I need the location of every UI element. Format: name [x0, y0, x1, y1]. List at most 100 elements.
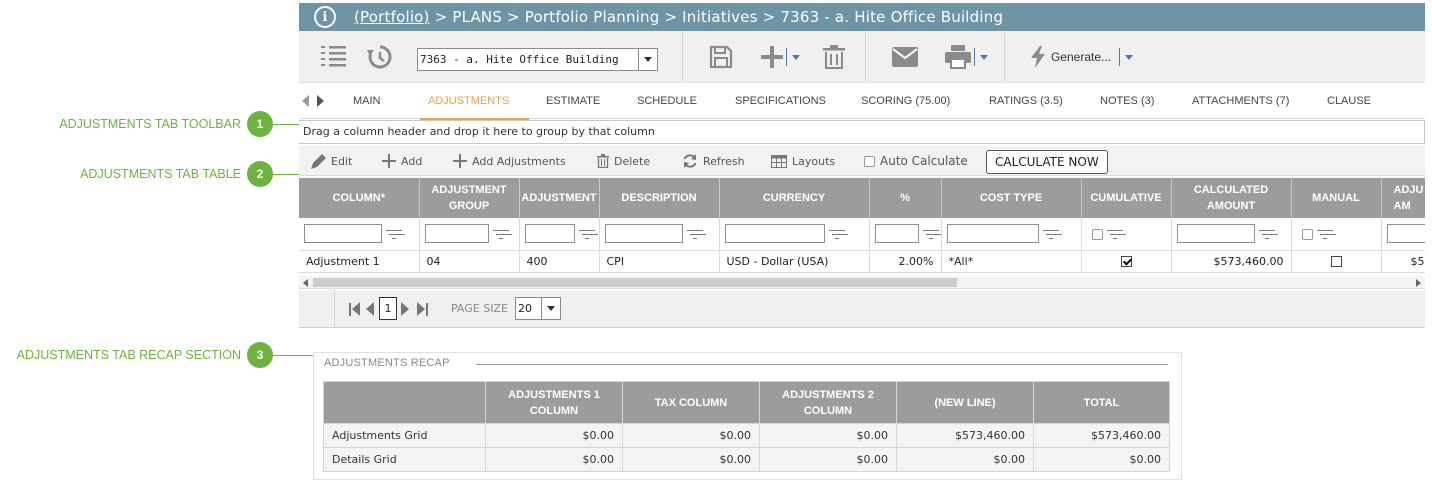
generate-button[interactable]: Generate...	[1029, 41, 1135, 73]
callout-leader-line	[273, 124, 303, 125]
filter-icon[interactable]	[578, 228, 595, 240]
column-header-currency[interactable]: CURRENCY	[719, 178, 870, 218]
filter-icon[interactable]	[828, 228, 845, 240]
recap-header-total: TOTAL	[1033, 381, 1170, 424]
chevron-right-icon[interactable]	[317, 95, 324, 107]
add-adjustments-label: Add Adjustments	[472, 154, 566, 168]
first-page-icon[interactable]	[349, 302, 360, 316]
email-icon[interactable]	[889, 41, 921, 73]
filter-checkbox[interactable]	[1301, 228, 1313, 240]
breadcrumb-portfolio-link[interactable]: (Portfolio)	[354, 8, 430, 26]
cell-adjustment[interactable]: 400	[519, 250, 600, 273]
filter-input[interactable]	[946, 224, 1039, 244]
scroll-right-icon[interactable]	[1416, 279, 1421, 287]
add-button[interactable]: Add	[382, 146, 422, 176]
add-icon[interactable]	[755, 41, 805, 73]
cell-percent[interactable]: 2.00%	[869, 250, 942, 273]
delete-button[interactable]: Delete	[597, 146, 650, 176]
breadcrumb-path: > PLANS > Portfolio Planning > Initiativ…	[429, 8, 1004, 26]
filter-icon[interactable]	[386, 228, 402, 240]
next-page-icon[interactable]	[401, 302, 409, 316]
cell-cost-type[interactable]: *All*	[941, 250, 1082, 273]
filter-input[interactable]	[1176, 224, 1255, 244]
group-by-drop-zone[interactable]: Drag a column header and drop it here to…	[299, 120, 1425, 144]
column-header-adjustment[interactable]: ADJUSTMENT	[519, 178, 600, 218]
filter-checkbox[interactable]	[1091, 228, 1103, 240]
cell-adjustment-group[interactable]: 04	[419, 250, 520, 273]
column-header-adjusted-amount[interactable]: ADJU AM	[1381, 178, 1425, 218]
cumulative-checkbox[interactable]	[1120, 256, 1132, 267]
current-page-input[interactable]: 1	[379, 297, 397, 320]
cell-calculated-amount[interactable]: $573,460.00	[1171, 250, 1292, 273]
tab-attachments[interactable]: ATTACHMENTS (7)	[1192, 95, 1290, 107]
print-icon[interactable]	[941, 41, 991, 73]
tab-notes[interactable]: NOTES (3)	[1100, 95, 1155, 107]
tab-scoring[interactable]: SCORING (75.00)	[861, 95, 951, 107]
filter-input[interactable]	[724, 224, 825, 244]
filter-icon[interactable]	[492, 228, 509, 240]
cell-currency[interactable]: USD - Dollar (USA)	[719, 250, 870, 273]
filter-icon[interactable]	[1316, 228, 1333, 240]
chevron-down-icon[interactable]	[638, 49, 657, 70]
filter-input[interactable]	[304, 224, 382, 244]
manual-checkbox[interactable]	[1330, 256, 1342, 267]
column-header-cost-type[interactable]: COST TYPE	[941, 178, 1082, 218]
callout-number: 1	[247, 111, 273, 137]
column-header-cumulative[interactable]: CUMULATIVE	[1081, 178, 1172, 218]
page-size-label: PAGE SIZE	[451, 302, 508, 315]
filter-input[interactable]	[524, 224, 575, 244]
breadcrumb: (Portfolio) > PLANS > Portfolio Planning…	[354, 8, 1003, 26]
filter-icon[interactable]	[1042, 228, 1059, 240]
delete-icon[interactable]	[819, 41, 849, 73]
tab-adjustments[interactable]: ADJUSTMENTS	[419, 84, 530, 120]
refresh-button[interactable]: Refresh	[682, 146, 745, 176]
filter-icon[interactable]	[1258, 228, 1275, 240]
chevron-down-icon[interactable]	[541, 298, 560, 319]
tab-schedule[interactable]: SCHEDULE	[637, 95, 697, 107]
filter-icon[interactable]	[922, 228, 939, 240]
grid-pager: 1 PAGE SIZE 20	[299, 290, 1425, 328]
cell-column[interactable]: Adjustment 1	[299, 250, 420, 273]
edit-button[interactable]: Edit	[311, 146, 352, 176]
checkbox-icon[interactable]	[864, 155, 875, 167]
calculate-now-button[interactable]: CALCULATE NOW	[986, 150, 1108, 174]
column-header-column[interactable]: COLUMN*	[299, 178, 420, 218]
filter-input[interactable]	[424, 224, 489, 244]
filter-input[interactable]	[874, 224, 919, 244]
last-page-icon[interactable]	[417, 302, 428, 316]
tab-estimate[interactable]: ESTIMATE	[546, 95, 601, 107]
history-icon[interactable]	[365, 41, 395, 73]
column-header-percent[interactable]: %	[869, 178, 942, 218]
chevron-left-icon[interactable]	[302, 95, 309, 107]
column-header-adjustment-group[interactable]: ADJUSTMENT GROUP	[419, 178, 520, 218]
column-header-description[interactable]: DESCRIPTION	[599, 178, 720, 218]
cell-adjusted-amount[interactable]: $5	[1381, 250, 1425, 273]
column-header-manual[interactable]: MANUAL	[1291, 178, 1382, 218]
filter-input[interactable]	[1386, 224, 1424, 244]
auto-calculate-label: Auto Calculate	[880, 154, 968, 168]
info-icon[interactable]: i	[314, 6, 336, 28]
table-row[interactable]: Adjustment 1 04 400 CPI USD - Dollar (US…	[299, 250, 1425, 273]
add-adjustments-button[interactable]: Add Adjustments	[453, 146, 566, 176]
previous-page-icon[interactable]	[366, 302, 374, 316]
tab-specifications[interactable]: SPECIFICATIONS	[735, 95, 826, 107]
filter-icon[interactable]	[1106, 228, 1123, 240]
cell-cumulative[interactable]	[1081, 250, 1172, 273]
page-size-select[interactable]: 20	[515, 297, 561, 320]
save-icon[interactable]	[706, 41, 736, 73]
tab-ratings[interactable]: RATINGS (3.5)	[989, 95, 1063, 107]
cell-description[interactable]: CPI	[599, 250, 720, 273]
column-header-calculated-amount[interactable]: CALCULATED AMOUNT	[1171, 178, 1292, 218]
tab-clause[interactable]: CLAUSE	[1327, 95, 1372, 107]
horizontal-scrollbar[interactable]	[299, 276, 1425, 289]
layouts-button[interactable]: Layouts	[771, 146, 835, 176]
list-numbered-icon[interactable]	[319, 41, 349, 73]
scroll-left-icon[interactable]	[303, 279, 308, 287]
tab-main[interactable]: MAIN	[353, 95, 381, 107]
cell-manual[interactable]	[1291, 250, 1382, 273]
filter-icon[interactable]	[686, 228, 703, 240]
filter-input[interactable]	[604, 224, 683, 244]
auto-calculate-checkbox[interactable]: Auto Calculate	[864, 146, 968, 176]
scrollbar-thumb[interactable]	[313, 278, 957, 287]
record-select[interactable]: 7363 - a. Hite Office Building	[417, 48, 658, 71]
